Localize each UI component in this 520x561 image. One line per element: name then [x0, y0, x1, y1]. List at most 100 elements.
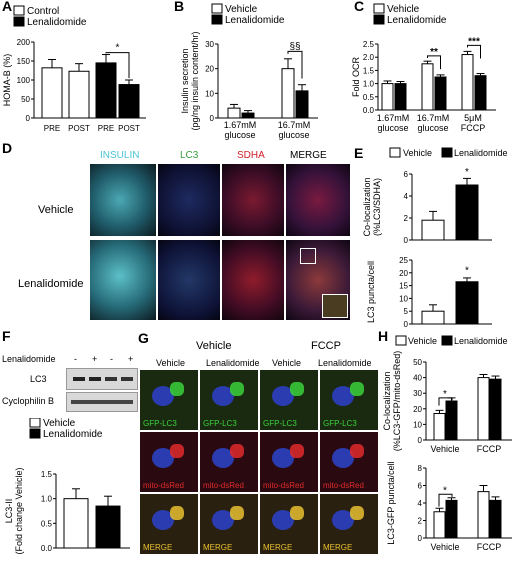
a-xtick-label-3: POST: [118, 124, 140, 133]
c-bar-5: [474, 75, 487, 111]
panel-d-figure: INSULIN LC3 SDHA MERGE Vehicle Lenalidom…: [0, 140, 352, 324]
d-row-vehicle: Vehicle: [38, 204, 74, 216]
h-top-ylabel: Co-localization(%LC3-GFP/mito-dsRed): [382, 351, 402, 452]
e-legend-swatch-0: [389, 147, 401, 158]
g-img-r3-c1: MERGE: [140, 494, 198, 554]
c-bar-2: [421, 63, 434, 111]
g-img-label-r2-c2: mito-dsRed: [203, 481, 244, 490]
d-img-insulin-lenalidomide: [90, 240, 156, 320]
c-bar-4: [461, 54, 474, 111]
c-ytick-label-5: 2.5: [363, 40, 375, 49]
c-legend-label-1: Lenalidomide: [387, 15, 447, 26]
f-legend-swatch-1: [29, 428, 41, 439]
g-img-label-r2-c3: mito-dsRed: [263, 481, 304, 490]
b-bar-0: [227, 107, 241, 119]
g-img-label-r3-c4: MERGE: [323, 543, 353, 552]
panel-h-letter: H: [378, 328, 389, 344]
panel-c-letter: C: [354, 0, 365, 14]
e-bottom-ylabel: LC3 puncta/cell: [366, 261, 376, 323]
d-col-insulin: INSULIN: [100, 150, 140, 161]
a-xtick-label-0: PRE: [44, 124, 60, 133]
b-ytick-label-0: 0: [210, 114, 215, 123]
h-bottom-ytick-label-3: 6: [418, 482, 423, 491]
d-img-merge-vehicle: [286, 164, 350, 236]
f-blot-cyclophilin-label: Cyclophilin B: [2, 396, 55, 406]
c-sig-mark-0: **: [430, 47, 438, 58]
a-bar-0: [41, 67, 63, 119]
c-bar-1: [394, 83, 407, 111]
g-img-label-r1-c1: GFP-LC3: [143, 419, 177, 428]
f-blot-cyclophilin: [66, 392, 138, 412]
d-col-lc3: LC3: [180, 150, 199, 161]
c-ytick-label-3: 1.5: [363, 66, 375, 75]
g-img-r1-c3: GFP-LC3: [260, 370, 318, 430]
c-xtick-label-0b: glucose: [377, 123, 408, 133]
c-sig-bracket-1: [467, 44, 481, 59]
h-top-xtick-label-0: Vehicle: [430, 444, 459, 454]
panel-f-blot: Lenalidomide - + - + LC3 Cyclophilin B: [0, 330, 138, 420]
panel-h-chart: Vehicle Lenalidomide01020304050Co-localiz…: [382, 335, 512, 552]
h-bottom-sig: *: [443, 485, 447, 496]
a-sig-star: *: [116, 43, 120, 54]
c-ytick-label-4: 2.0: [363, 53, 375, 62]
f-sign-2: +: [92, 354, 98, 364]
b-ylabel: Insulin secretion(pg/ng insulin content/…: [180, 31, 200, 130]
g-img-label-r2-c1: mito-dsRed: [143, 481, 184, 490]
a-legend-label-1: Lenalidomide: [27, 17, 87, 28]
panel-e-chart: Vehicle Lenalidomide 0 2 4 6 Co-localization(%…: [362, 147, 508, 328]
b-ytick-label-2: 20: [205, 65, 214, 74]
e-legend-swatch-1: [441, 147, 453, 158]
h-bottom-ylabel: LC3-GFP puncta/cell: [386, 461, 396, 544]
a-sig-bracket: [105, 52, 130, 79]
g-img-r3-c2: MERGE: [200, 494, 258, 554]
b-sig-mark: §§: [289, 41, 300, 52]
b-legend-label-1: Lenalidomide: [225, 15, 285, 26]
c-xtick-label-2b: FCCP: [461, 123, 486, 133]
f-sign-4: +: [128, 354, 134, 364]
e-top-ytick-label-0: 0: [404, 236, 409, 245]
d-img-merge-lenalidomide: [286, 240, 350, 320]
e-legend-label-1: Lenalidomide: [454, 148, 508, 158]
e-bottom-bar-1: [455, 281, 479, 325]
h-legend-label-0: Vehicle: [408, 336, 437, 346]
c-sig-mark-1: ***: [468, 36, 480, 47]
g-img-r2-c4: mito-dsRed: [320, 432, 378, 492]
a-xtick-label-2: PRE: [98, 124, 114, 133]
d-col-sdha: SDHA: [237, 150, 265, 161]
b-sig-bracket: [287, 50, 303, 79]
d-img-lc3-vehicle: [158, 164, 220, 236]
f-treatment-label: Lenalidomide: [2, 354, 56, 364]
h-legend-label-1: Lenalidomide: [454, 336, 508, 346]
h-bottom-ytick-label-4: 8: [418, 464, 423, 473]
h-top-ytick-label-0: 0: [418, 436, 423, 445]
b-bar-1: [241, 112, 255, 119]
e-bottom-ytick-label-4: 20: [399, 269, 408, 278]
a-ytick-label-2: 100: [17, 76, 31, 85]
g-img-r2-c1: mito-dsRed: [140, 432, 198, 492]
b-ytick-label-3: 30: [205, 40, 214, 49]
h-bottom-ytick-label-2: 4: [418, 499, 423, 508]
h-top-ytick-label-3: 30: [413, 389, 422, 398]
b-xtick-label-1a: 16.7mM: [278, 120, 311, 130]
a-ytick-label-3: 150: [17, 57, 31, 66]
a-bar-2: [95, 62, 117, 119]
d-inset-box: [300, 248, 316, 264]
h-top-bar-0: [433, 412, 446, 441]
e-top-ytick-label-2: 4: [404, 192, 409, 201]
h-legend-swatch-0: [395, 335, 407, 346]
a-legend-swatch-0: [13, 5, 25, 16]
f-legend-label-0: Vehicle: [43, 418, 76, 429]
f-blot-lc3: [66, 368, 138, 390]
b-bar-2: [281, 68, 295, 119]
g-col-3: Vehicle: [272, 358, 302, 368]
a-legend-swatch-1: [13, 16, 25, 27]
e-bottom-ytick-label-0: 0: [404, 320, 409, 328]
g-group-vehicle: Vehicle: [196, 340, 232, 352]
g-img-r1-c1: GFP-LC3: [140, 370, 198, 430]
b-legend-label-0: Vehicle: [225, 4, 258, 15]
c-xtick-label-2a: 5μM: [464, 113, 482, 123]
